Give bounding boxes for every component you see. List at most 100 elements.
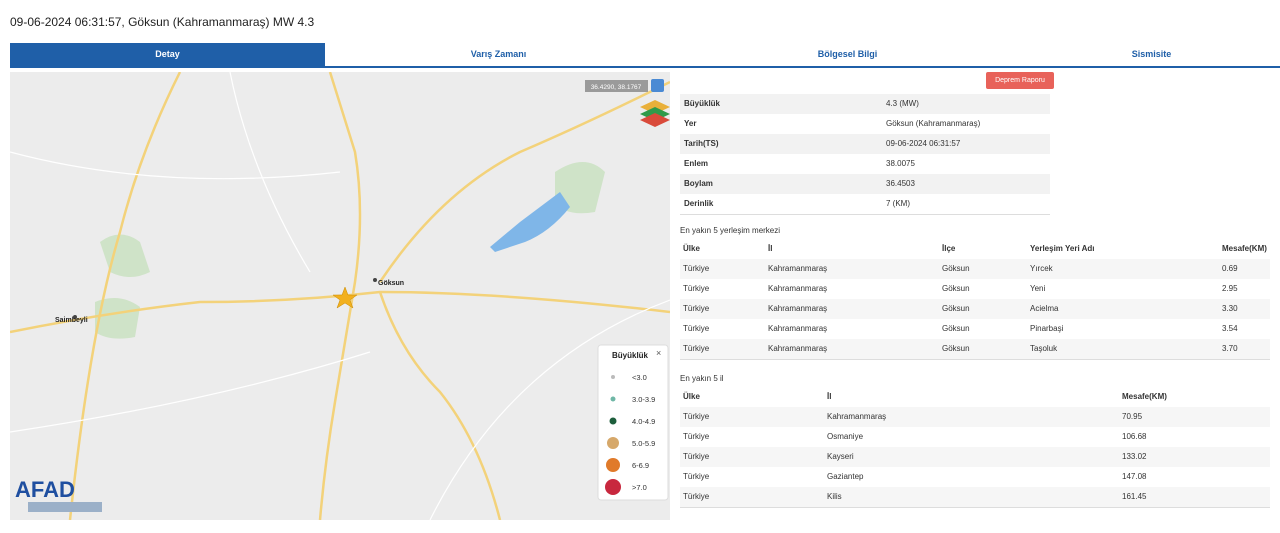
table-row: Türkiye Kahramanmaraş Göksun Yeni 2.95	[680, 279, 1270, 300]
legend-swatch	[606, 458, 620, 472]
table-row: Türkiye Kahramanmaraş Göksun Taşoluk 3.70	[680, 339, 1270, 360]
legend-label: 4.0-4.9	[632, 417, 655, 426]
table-cell: Türkiye	[683, 412, 710, 421]
detail-row: Enlem 38.0075	[680, 154, 1050, 175]
legend-label: 3.0-3.9	[632, 395, 655, 404]
column-header: İl	[768, 244, 773, 253]
table-cell: Göksun	[942, 264, 970, 273]
column-header: Yerleşim Yeri Adı	[1030, 244, 1095, 253]
table-cell: 3.70	[1222, 344, 1238, 353]
detail-label: Boylam	[684, 179, 713, 188]
table-cell: Yeni	[1030, 284, 1046, 293]
table-row: Türkiye Kahramanmaraş 70.95	[680, 407, 1270, 428]
table-cell: 3.30	[1222, 304, 1238, 313]
table-cell: Türkiye	[683, 344, 710, 353]
table-cell: Türkiye	[683, 284, 710, 293]
table-cell: Yırcek	[1030, 264, 1053, 273]
table-cell: Kayseri	[827, 452, 854, 461]
tab-underline	[10, 66, 1280, 68]
table-row: Türkiye Kahramanmaraş Göksun Yırcek 0.69	[680, 259, 1270, 280]
legend-swatch	[607, 437, 619, 449]
column-header: Mesafe(KM)	[1222, 244, 1267, 253]
legend-swatch	[611, 375, 615, 379]
legend-close[interactable]: ×	[656, 348, 661, 358]
detail-label: Derinlik	[684, 199, 714, 208]
tab[interactable]: Detay	[10, 43, 325, 66]
map[interactable]: Göksun Saimbeyli 36.4290, 38.1767 AFAD B…	[10, 72, 670, 520]
edit-button[interactable]	[651, 79, 664, 92]
tab[interactable]: Sismisite	[1131, 49, 1172, 59]
table-cell: Pinarbaşi	[1030, 324, 1064, 333]
table-cell: Kahramanmaraş	[768, 304, 828, 313]
table-cell: Acielma	[1030, 304, 1059, 313]
table-cell: Türkiye	[683, 304, 710, 313]
table-cell: 2.95	[1222, 284, 1238, 293]
map-coords: 36.4290, 38.1767	[591, 84, 642, 91]
table-row: Türkiye Kayseri 133.02	[680, 447, 1270, 468]
table-cell: Göksun	[942, 284, 970, 293]
detail-value: 4.3 (MW)	[886, 99, 919, 108]
detail-row: Derinlik 7 (KM)	[680, 194, 1050, 215]
table-cell: 3.54	[1222, 324, 1238, 333]
table-cell: Kahramanmaraş	[768, 344, 828, 353]
detail-value: 09-06-2024 06:31:57	[886, 139, 961, 148]
detail-row: Büyüklük 4.3 (MW)	[680, 94, 1050, 115]
table-cell: 0.69	[1222, 264, 1238, 273]
legend-title: Büyüklük	[612, 351, 649, 360]
table-cell: Göksun	[942, 344, 970, 353]
page-title: 09-06-2024 06:31:57, Göksun (Kahramanmar…	[10, 15, 315, 29]
column-header: İlçe	[942, 244, 956, 253]
column-header: İl	[827, 392, 832, 401]
table-cell: 161.45	[1122, 492, 1147, 501]
table-cell: Gaziantep	[827, 472, 864, 481]
legend-swatch	[605, 479, 621, 495]
map-place: Göksun	[378, 280, 404, 287]
map-place: Saimbeyli	[55, 317, 88, 324]
legend-label: 5.0-5.9	[632, 439, 655, 448]
table-header: Ülke İl İlçe Yerleşim Yeri Adı Mesafe(KM)	[680, 239, 1270, 260]
table-row: Türkiye Kahramanmaraş Göksun Acielma 3.30	[680, 299, 1270, 320]
table-cell: Türkiye	[683, 264, 710, 273]
table-cell: Kahramanmaraş	[768, 284, 828, 293]
table-cell: Türkiye	[683, 452, 710, 461]
table-cell: 147.08	[1122, 472, 1147, 481]
section-title: En yakın 5 il	[680, 374, 724, 383]
table-cell: Kahramanmaraş	[827, 412, 887, 421]
table-header: Ülke İl Mesafe(KM)	[680, 387, 1270, 408]
table-cell: 133.02	[1122, 452, 1147, 461]
legend-swatch	[609, 417, 617, 425]
detail-value: 36.4503	[886, 179, 915, 188]
table-cell: 106.68	[1122, 432, 1147, 441]
table-cell: Türkiye	[683, 432, 710, 441]
table-cell: Taşoluk	[1030, 344, 1058, 353]
table-cell: Göksun	[942, 304, 970, 313]
detail-label: Tarih(TS)	[684, 139, 719, 148]
table-cell: Türkiye	[683, 472, 710, 481]
detail-row: Boylam 36.4503	[680, 174, 1050, 195]
table-cell: Kahramanmaraş	[768, 324, 828, 333]
detail-value: 38.0075	[886, 159, 915, 168]
report-button[interactable]: Deprem Raporu	[986, 72, 1054, 89]
logo: AFAD	[15, 477, 75, 502]
detail-row: Yer Göksun (Kahramanmaraş)	[680, 114, 1050, 135]
detail-label: Büyüklük	[684, 99, 721, 108]
table-row: Türkiye Gaziantep 147.08	[680, 467, 1270, 488]
table-row: Türkiye Osmaniye 106.68	[680, 427, 1270, 448]
table-cell: Kahramanmaraş	[768, 264, 828, 273]
legend-label: <3.0	[632, 373, 647, 382]
table-cell: Türkiye	[683, 324, 710, 333]
detail-row: Tarih(TS) 09-06-2024 06:31:57	[680, 134, 1050, 155]
legend-swatch	[610, 396, 616, 402]
table-cell: Kilis	[827, 492, 842, 501]
detail-label: Enlem	[684, 159, 709, 168]
tab[interactable]: Bölgesel Bilgi	[817, 49, 878, 59]
tab[interactable]: Varış Zamanı	[470, 49, 527, 59]
table-cell: 70.95	[1122, 412, 1143, 421]
table-cell: Osmaniye	[827, 432, 864, 441]
legend-label: >7.0	[632, 483, 647, 492]
table-cell: Türkiye	[683, 492, 710, 501]
detail-value: 7 (KM)	[886, 199, 910, 208]
column-header: Ülke	[683, 244, 700, 253]
column-header: Mesafe(KM)	[1122, 392, 1167, 401]
table-row: Türkiye Kilis 161.45	[680, 487, 1270, 508]
